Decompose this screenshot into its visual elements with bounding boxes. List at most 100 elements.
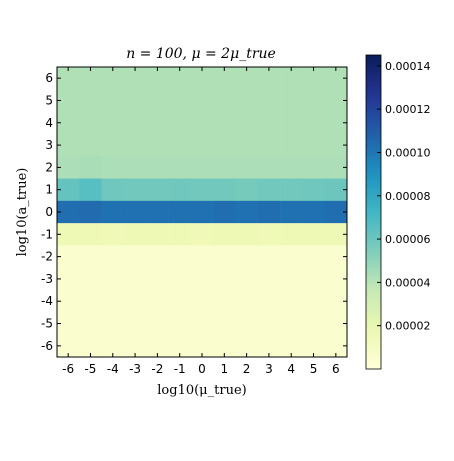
heatmap-cell bbox=[280, 89, 303, 112]
heatmap-cell bbox=[79, 111, 102, 135]
x-tick-label: 1 bbox=[220, 362, 228, 376]
heatmap-cell bbox=[302, 290, 325, 313]
heatmap-cell bbox=[168, 200, 192, 224]
heatmap-cell bbox=[257, 156, 281, 179]
heatmap-cell bbox=[190, 334, 214, 358]
heatmap-cell bbox=[123, 67, 147, 90]
heatmap-cell bbox=[235, 290, 259, 313]
heatmap-cell bbox=[101, 89, 125, 112]
heatmap-cell bbox=[302, 334, 325, 358]
heatmap-cell bbox=[57, 156, 80, 179]
heatmap-cell bbox=[57, 89, 80, 112]
heatmap-cell bbox=[280, 178, 303, 202]
heatmap-cell bbox=[213, 290, 236, 313]
heatmap-cell bbox=[324, 89, 348, 112]
heatmap-cell bbox=[168, 133, 192, 157]
heatmap-cell bbox=[123, 223, 147, 246]
heatmap-cell bbox=[146, 156, 169, 179]
heatmap-cell bbox=[168, 178, 192, 202]
heatmap-cell bbox=[324, 178, 348, 202]
heatmap-cell bbox=[168, 67, 192, 90]
heatmap-cell bbox=[79, 200, 102, 224]
heatmap-cell bbox=[146, 89, 169, 112]
heatmap-cell bbox=[123, 290, 147, 313]
heatmap-cell bbox=[57, 200, 80, 224]
heatmap-cell bbox=[190, 111, 214, 135]
heatmap-cell bbox=[190, 156, 214, 179]
heatmap-cell bbox=[324, 111, 348, 135]
y-axis-label: log10(a_true) bbox=[15, 168, 30, 257]
heatmap-cell bbox=[123, 89, 147, 112]
x-axis-label: log10(μ_true) bbox=[157, 383, 246, 398]
heatmap-cell bbox=[213, 89, 236, 112]
heatmap-cell bbox=[79, 290, 102, 313]
heatmap-cell bbox=[257, 223, 281, 246]
heatmap-cell bbox=[280, 267, 303, 291]
heatmap-cell bbox=[168, 156, 192, 179]
heatmap-cell bbox=[302, 267, 325, 291]
heatmap-cell bbox=[280, 133, 303, 157]
colorbar-tick-label: 0.00008 bbox=[385, 190, 431, 203]
heatmap-cell bbox=[168, 290, 192, 313]
chart-title: n = 100, μ = 2μ_true bbox=[126, 46, 276, 62]
heatmap-cell bbox=[235, 89, 259, 112]
heatmap-cell bbox=[213, 178, 236, 202]
heatmap-cell bbox=[280, 334, 303, 358]
heatmap-cell bbox=[146, 312, 169, 335]
heatmap-cell bbox=[101, 267, 125, 291]
heatmap-cell bbox=[168, 111, 192, 135]
heatmap-cell bbox=[190, 245, 214, 269]
heatmap-cell bbox=[324, 334, 348, 358]
heatmap-cell bbox=[101, 334, 125, 358]
heatmap-cell bbox=[280, 245, 303, 269]
heatmap-cell bbox=[123, 245, 147, 269]
heatmap-cell bbox=[324, 312, 348, 335]
heatmap-cell bbox=[324, 67, 348, 90]
heatmap-cell bbox=[79, 223, 102, 246]
x-tick-label: 4 bbox=[287, 362, 295, 376]
heatmap-cell bbox=[257, 133, 281, 157]
heatmap-cell bbox=[57, 290, 80, 313]
heatmap-cell bbox=[213, 245, 236, 269]
heatmap-cell bbox=[190, 89, 214, 112]
x-tick-label: 2 bbox=[243, 362, 251, 376]
heatmap-cell bbox=[280, 223, 303, 246]
y-tick-label: -1 bbox=[41, 227, 53, 241]
y-tick-label: -5 bbox=[41, 317, 53, 331]
heatmap-cell bbox=[57, 223, 80, 246]
heatmap-cell bbox=[146, 111, 169, 135]
heatmap-cell bbox=[213, 111, 236, 135]
heatmap-cell bbox=[235, 245, 259, 269]
heatmap-cell bbox=[57, 67, 80, 90]
heatmap-cell bbox=[257, 200, 281, 224]
heatmap-cell bbox=[146, 245, 169, 269]
heatmap-cell bbox=[190, 178, 214, 202]
heatmap-cell bbox=[168, 223, 192, 246]
heatmap-cell bbox=[324, 290, 348, 313]
heatmap-cell bbox=[213, 223, 236, 246]
y-tick-label: 2 bbox=[45, 160, 53, 174]
heatmap-cell bbox=[123, 111, 147, 135]
heatmap-cell bbox=[213, 267, 236, 291]
heatmap-cell bbox=[146, 67, 169, 90]
colorbar-tick-label: 0.00002 bbox=[385, 320, 431, 333]
heatmap-cell bbox=[146, 223, 169, 246]
heatmap-cell bbox=[257, 89, 281, 112]
x-tick-label: -2 bbox=[151, 362, 163, 376]
y-tick-label: -6 bbox=[41, 339, 53, 353]
heatmap-cell bbox=[302, 156, 325, 179]
x-tick-label: 3 bbox=[265, 362, 273, 376]
heatmap-cell bbox=[280, 200, 303, 224]
heatmap-cell bbox=[123, 133, 147, 157]
heatmap-cell bbox=[213, 200, 236, 224]
heatmap-cell bbox=[190, 290, 214, 313]
heatmap-cell bbox=[235, 111, 259, 135]
heatmap-cell bbox=[302, 111, 325, 135]
colorbar bbox=[365, 54, 382, 370]
y-tick-label: 5 bbox=[45, 93, 53, 107]
heatmap-cell bbox=[257, 334, 281, 358]
heatmap-cell bbox=[79, 178, 102, 202]
x-tick-label: 0 bbox=[198, 362, 206, 376]
heatmap-cell bbox=[302, 89, 325, 112]
